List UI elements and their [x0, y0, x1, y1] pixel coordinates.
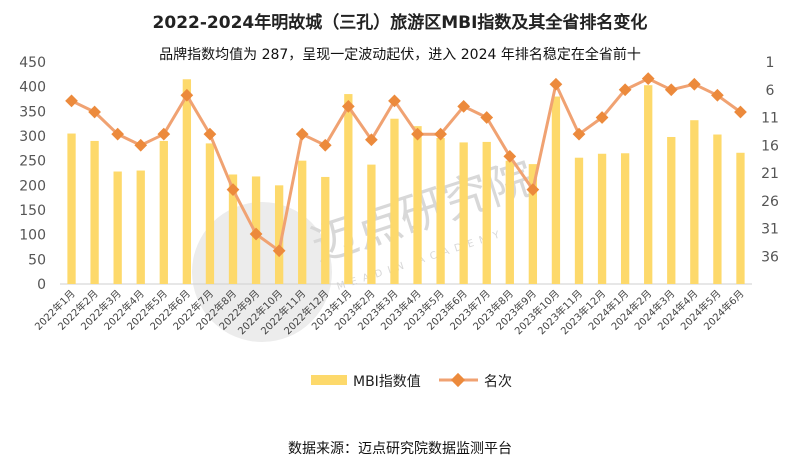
bar-mbi	[113, 171, 122, 284]
rank-marker	[318, 138, 332, 152]
bar-mbi	[713, 134, 722, 284]
x-axis: 2022年1月2022年2月2022年3月2022年4月2022年5月2022年…	[32, 287, 747, 337]
right-tick-label: 1	[766, 55, 775, 71]
rank-marker	[664, 83, 678, 97]
bar-mbi	[344, 94, 353, 284]
left-tick-label: 250	[19, 154, 46, 170]
legend-label-mbi: MBI指数值	[353, 374, 421, 390]
bar-mbi	[482, 141, 491, 284]
bar-mbi	[667, 136, 676, 284]
left-tick-label: 400	[19, 80, 46, 96]
rank-marker	[434, 127, 447, 141]
bar-mbi	[182, 79, 192, 285]
bar-mbi	[505, 160, 514, 284]
bar-mbi	[228, 174, 238, 284]
bar-mbi	[574, 157, 584, 284]
bar-mbi	[528, 164, 538, 284]
watermark-logo-icon	[192, 202, 332, 342]
bar-mbi	[90, 140, 99, 284]
bar-mbi	[159, 140, 168, 284]
bar-mbi	[690, 120, 699, 284]
left-tick-label: 300	[19, 129, 46, 145]
bar-mbi	[620, 153, 630, 284]
rank-marker	[341, 100, 355, 113]
rank-marker	[111, 127, 125, 141]
bar-mbi	[597, 153, 607, 284]
left-tick-label: 50	[28, 252, 46, 268]
rank-marker	[641, 72, 655, 86]
bar-mbi	[436, 137, 445, 284]
rank-marker	[411, 127, 424, 141]
rank-marker	[134, 138, 148, 152]
bar-mbi	[736, 152, 745, 284]
rank-marker	[203, 127, 217, 141]
right-tick-label: 36	[761, 249, 779, 265]
right-tick-label: 26	[761, 194, 779, 210]
bar-mbi	[390, 118, 399, 284]
legend-swatch-bar	[311, 375, 347, 385]
rank-marker	[480, 111, 494, 124]
bar-series	[67, 79, 745, 285]
right-tick-label: 31	[761, 222, 779, 238]
bar-mbi	[205, 143, 215, 284]
bar-mbi	[274, 185, 284, 284]
legend-label-rank: 名次	[484, 374, 512, 390]
bar-mbi	[459, 142, 468, 284]
left-tick-label: 350	[19, 104, 46, 120]
legend-marker-icon	[450, 372, 466, 388]
rank-marker	[272, 244, 286, 258]
rank-marker	[226, 183, 240, 197]
left-tick-label: 0	[37, 277, 46, 293]
left-tick-label: 100	[19, 228, 46, 244]
rank-marker	[549, 77, 563, 91]
bar-mbi	[413, 126, 422, 284]
right-tick-label: 16	[761, 138, 779, 154]
chart-title: 2022-2024年明故城（三孔）旅游区MBI指数及其全省排名变化	[152, 13, 648, 33]
rank-marker	[65, 94, 78, 108]
right-tick-label: 11	[761, 111, 779, 127]
rank-marker	[295, 127, 309, 141]
left-axis: 0 50 100 150 200 250 300 350 400 450	[19, 55, 46, 293]
bar-mbi	[367, 164, 376, 284]
left-tick-label: 150	[19, 203, 46, 219]
bar-mbi	[136, 170, 145, 284]
left-tick-label: 200	[19, 178, 46, 194]
rank-marker	[388, 94, 401, 108]
bar-mbi	[644, 85, 653, 284]
rank-marker	[457, 100, 471, 113]
rank-marker	[180, 88, 194, 102]
chart-subtitle: 品牌指数均值为 287，呈现一定波动起伏，进入 2024 年排名稳定在全省前十	[159, 47, 641, 63]
right-tick-label: 6	[766, 83, 775, 99]
right-tick-label: 21	[761, 166, 779, 182]
bar-mbi	[67, 133, 76, 284]
bar-mbi	[321, 176, 330, 284]
bar-mbi	[551, 96, 561, 285]
bar-mbi	[298, 160, 307, 284]
rank-marker	[365, 133, 378, 147]
rank-marker	[157, 127, 171, 141]
legend: MBI指数值 名次	[311, 372, 512, 390]
rank-marker	[687, 77, 701, 91]
left-tick-label: 450	[19, 55, 46, 71]
data-source: 数据来源：迈点研究院数据监测平台	[288, 441, 512, 457]
